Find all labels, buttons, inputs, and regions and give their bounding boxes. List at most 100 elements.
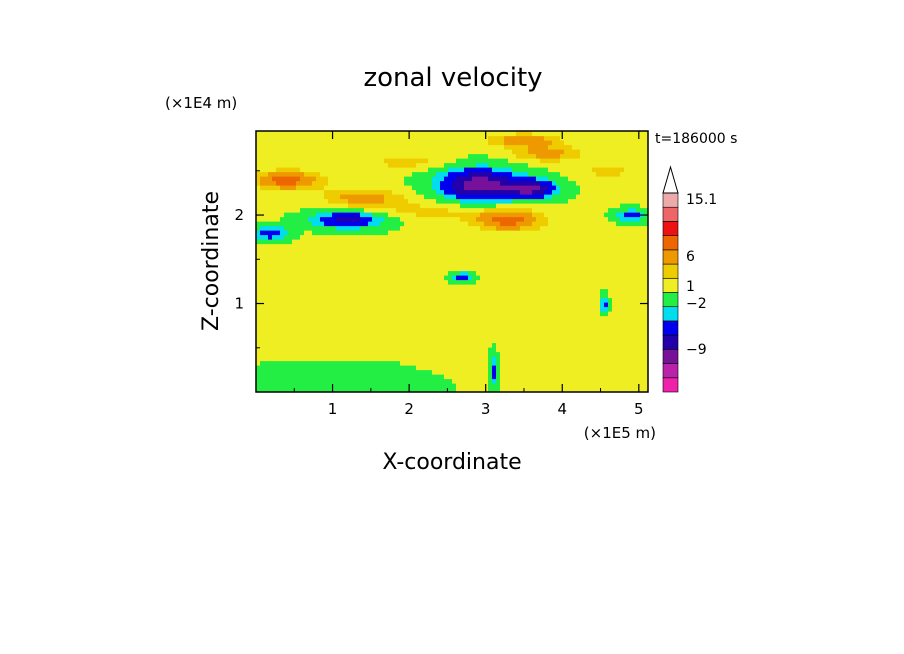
field-cell xyxy=(604,342,609,348)
field-cell xyxy=(612,306,617,312)
field-cell xyxy=(576,311,581,317)
field-cell xyxy=(532,360,537,366)
field-cell xyxy=(488,239,493,245)
field-cell xyxy=(588,338,593,344)
field-cell xyxy=(296,189,301,195)
field-cell xyxy=(356,171,361,177)
field-cell xyxy=(288,293,293,299)
field-cell xyxy=(368,266,373,272)
field-cell xyxy=(568,365,573,371)
field-cell xyxy=(512,288,517,294)
field-cell xyxy=(588,207,593,213)
field-cell xyxy=(412,248,417,254)
field-cell xyxy=(400,360,405,366)
field-cell xyxy=(612,297,617,303)
field-cell xyxy=(324,356,329,362)
field-cell xyxy=(572,342,577,348)
field-cell xyxy=(372,248,377,254)
field-cell xyxy=(588,261,593,267)
field-cell xyxy=(464,360,469,366)
field-cell xyxy=(304,230,309,236)
field-cell xyxy=(572,387,577,392)
field-cell xyxy=(284,162,289,168)
field-cell xyxy=(272,185,277,191)
field-cell xyxy=(308,234,313,240)
field-cell xyxy=(612,212,617,218)
field-cell xyxy=(456,171,461,177)
field-cell xyxy=(352,315,357,321)
field-cell xyxy=(336,176,341,182)
field-cell xyxy=(620,356,625,362)
field-cell xyxy=(280,360,285,366)
field-cell xyxy=(512,261,517,267)
field-cell xyxy=(496,207,501,213)
field-cell xyxy=(436,203,441,209)
field-cell xyxy=(532,162,537,168)
field-cell xyxy=(468,239,473,245)
field-cell xyxy=(308,194,313,200)
field-cell xyxy=(308,257,313,263)
field-cell xyxy=(504,257,509,263)
field-cell xyxy=(428,324,433,330)
field-cell xyxy=(552,230,557,236)
field-cell xyxy=(568,207,573,213)
field-cell xyxy=(364,320,369,326)
field-cell xyxy=(276,387,281,392)
field-cell xyxy=(284,207,289,213)
field-cell xyxy=(640,324,645,330)
field-cell xyxy=(356,293,361,299)
field-cell xyxy=(552,234,557,240)
field-cell xyxy=(360,306,365,312)
field-cell xyxy=(440,293,445,299)
field-cell xyxy=(544,162,549,168)
field-cell xyxy=(576,167,581,173)
field-cell xyxy=(484,167,489,173)
field-cell xyxy=(488,320,493,326)
field-cell xyxy=(576,342,581,348)
field-cell xyxy=(380,333,385,339)
field-cell xyxy=(600,225,605,231)
field-cell xyxy=(644,311,648,317)
field-cell xyxy=(592,189,597,195)
field-cell xyxy=(392,194,397,200)
field-cell xyxy=(324,378,329,384)
field-cell xyxy=(412,288,417,294)
field-cell xyxy=(516,369,521,375)
field-cell xyxy=(324,374,329,380)
field-cell xyxy=(424,203,429,209)
field-cell xyxy=(300,243,305,249)
field-cell xyxy=(296,176,301,182)
field-cell xyxy=(392,189,397,195)
field-cell xyxy=(324,234,329,240)
field-cell xyxy=(628,189,633,195)
field-cell xyxy=(548,297,553,303)
field-cell xyxy=(616,252,621,258)
field-cell xyxy=(432,320,437,326)
field-cell xyxy=(528,176,533,182)
field-cell xyxy=(568,212,573,218)
field-cell xyxy=(632,230,637,236)
field-cell xyxy=(376,338,381,344)
field-cell xyxy=(516,365,521,371)
field-cell xyxy=(324,207,329,213)
field-cell xyxy=(368,275,373,281)
field-cell xyxy=(612,293,617,299)
field-cell xyxy=(424,198,429,204)
field-cell xyxy=(644,225,648,231)
field-cell xyxy=(640,225,645,231)
field-cell xyxy=(284,185,289,191)
field-cell xyxy=(568,252,573,258)
field-cell xyxy=(636,239,641,245)
field-cell xyxy=(404,297,409,303)
field-cell xyxy=(644,203,648,209)
field-cell xyxy=(460,329,465,335)
field-cell xyxy=(564,207,569,213)
field-cell xyxy=(640,302,645,308)
field-cell xyxy=(316,270,321,276)
field-cell xyxy=(492,347,497,353)
field-cell xyxy=(620,257,625,263)
field-cell xyxy=(500,383,505,389)
field-cell xyxy=(636,261,641,267)
field-cell xyxy=(300,297,305,303)
field-cell xyxy=(436,387,441,392)
